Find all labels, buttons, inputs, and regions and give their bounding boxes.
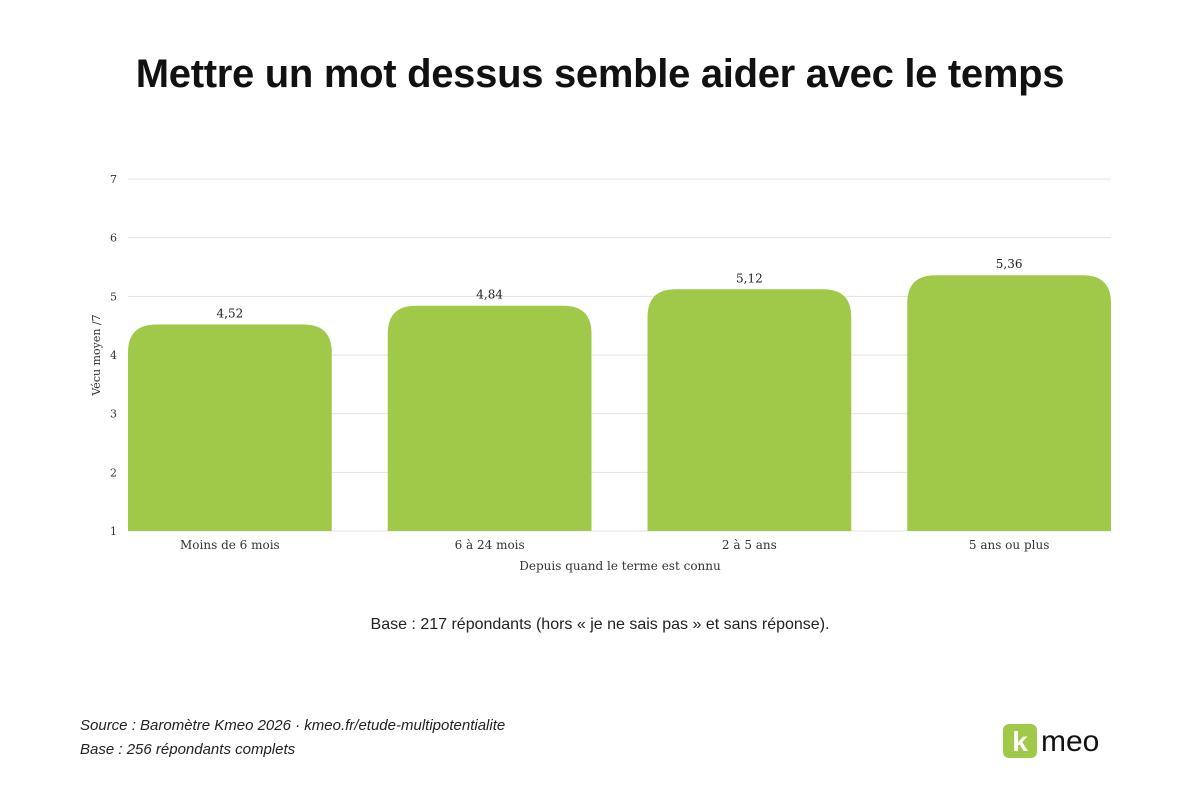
bar-3 xyxy=(647,289,852,531)
logo-wordmark: meo xyxy=(1041,725,1099,758)
base-note: Base : 217 répondants (hors « je ne sais… xyxy=(370,616,830,633)
logo-k-letter: k xyxy=(1012,726,1028,757)
x-tick-label: 2 à 5 ans xyxy=(722,538,777,552)
y-axis-label: Vécu moyen /7 xyxy=(90,314,103,396)
value-label: 4,84 xyxy=(476,288,503,302)
y-tick-label: 4 xyxy=(110,349,117,362)
y-tick-label: 2 xyxy=(110,466,117,479)
value-label: 5,12 xyxy=(736,271,763,285)
bar-1 xyxy=(128,324,332,531)
x-tick-label: 5 ans ou plus xyxy=(969,538,1049,552)
kmeo-logo: k meo xyxy=(1003,724,1099,758)
y-tick-label: 6 xyxy=(110,232,117,245)
logo-badge xyxy=(1003,724,1037,758)
source-line: Source : Baromètre Kmeo 2026 · kmeo.fr/e… xyxy=(80,717,506,734)
value-labels: 4,52 4,84 5,12 5,36 xyxy=(217,257,1023,320)
chart-title: Mettre un mot dessus semble aider avec l… xyxy=(135,52,1065,96)
y-tick-label: 3 xyxy=(110,408,117,421)
x-axis-ticks: Moins de 6 mois 6 à 24 mois 2 à 5 ans 5 ans… xyxy=(180,538,1049,552)
bars xyxy=(128,275,1111,531)
value-label: 5,36 xyxy=(996,257,1023,271)
y-tick-label: 5 xyxy=(110,290,117,303)
x-tick-label: 6 à 24 mois xyxy=(455,538,525,552)
x-tick-label: Moins de 6 mois xyxy=(180,538,280,552)
value-label: 4,52 xyxy=(217,306,244,320)
bar-4 xyxy=(907,275,1111,531)
bar-2 xyxy=(387,305,592,531)
base-line: Base : 256 répondants complets xyxy=(80,741,296,758)
y-tick-label: 1 xyxy=(110,525,117,538)
y-tick-label: 7 xyxy=(110,173,117,186)
x-axis-label: Depuis quand le terme est connu xyxy=(519,559,721,573)
y-axis-ticks: 1 2 3 4 5 6 7 xyxy=(110,173,117,538)
footer: Source : Baromètre Kmeo 2026 · kmeo.fr/e… xyxy=(80,714,505,762)
